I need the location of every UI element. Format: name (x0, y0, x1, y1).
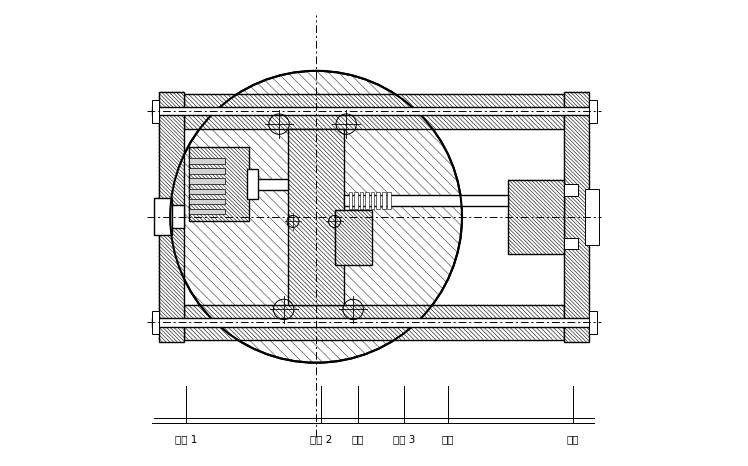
Bar (188, 168, 225, 174)
Bar (288, 129, 344, 305)
Bar (589, 100, 597, 123)
Bar (152, 318, 596, 327)
Bar (349, 192, 352, 209)
Bar (154, 198, 173, 235)
Text: 推杆 3: 推杆 3 (393, 434, 415, 445)
Bar (334, 210, 372, 266)
Text: 导杆: 导杆 (442, 434, 454, 445)
Bar (188, 147, 249, 221)
Bar (376, 192, 380, 209)
Bar (354, 192, 358, 209)
Bar (564, 238, 577, 249)
Bar (188, 209, 225, 214)
Bar (247, 169, 258, 199)
Bar (152, 107, 596, 116)
Circle shape (171, 71, 462, 363)
Bar (152, 311, 159, 334)
Bar (365, 192, 369, 209)
Bar (184, 94, 564, 129)
Bar (564, 185, 577, 196)
Text: 活塞 2: 活塞 2 (310, 434, 332, 445)
Text: 泵体: 泵体 (352, 434, 364, 445)
Bar (188, 158, 225, 164)
Bar (382, 192, 385, 209)
Text: 活塞 1: 活塞 1 (175, 434, 197, 445)
Bar (360, 192, 364, 209)
Bar (564, 92, 589, 342)
Bar (387, 192, 391, 209)
Bar (249, 178, 288, 190)
Bar (184, 305, 564, 340)
Bar (589, 311, 597, 334)
Bar (188, 178, 225, 184)
Bar (371, 192, 375, 209)
Bar (585, 189, 598, 245)
Bar (159, 92, 184, 342)
Bar (188, 199, 225, 204)
Bar (344, 195, 509, 206)
Bar (152, 100, 159, 123)
Bar (188, 189, 225, 194)
Bar (509, 180, 564, 254)
Text: 滑叉: 滑叉 (567, 434, 580, 445)
Bar (173, 205, 184, 228)
